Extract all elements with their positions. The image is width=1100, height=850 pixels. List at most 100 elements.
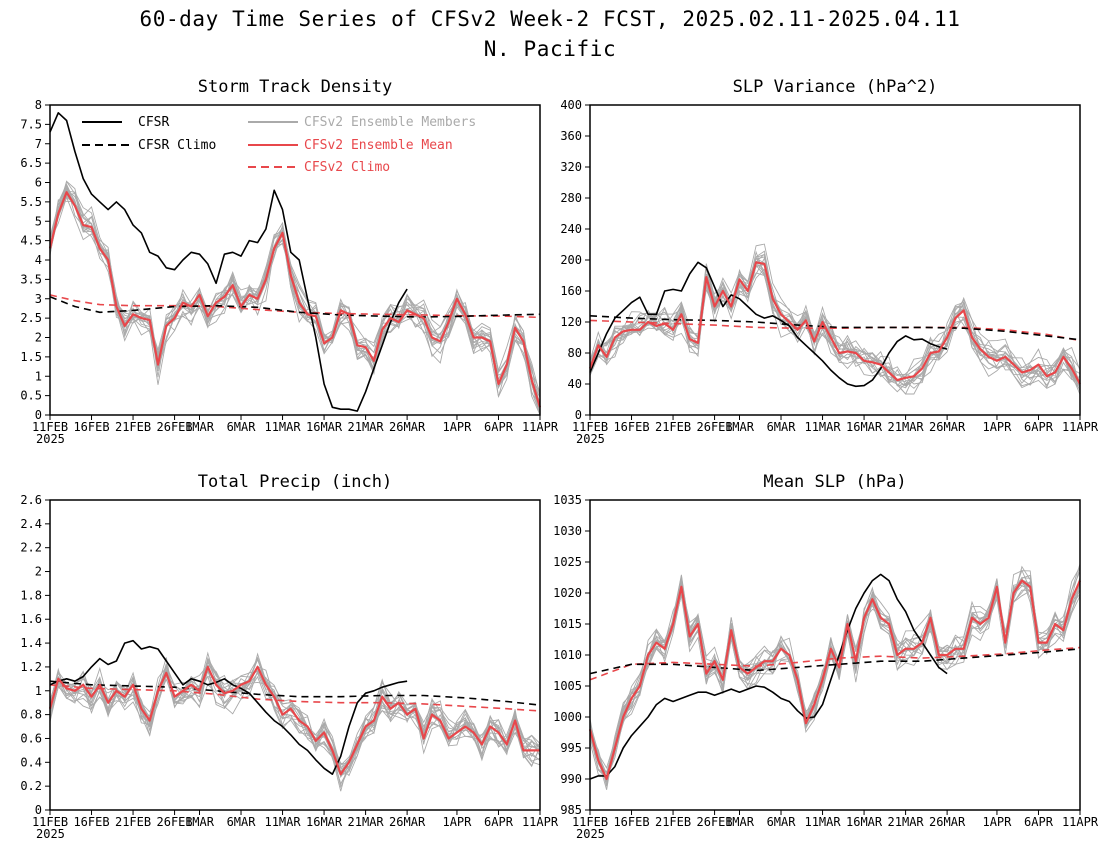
chart-panel-4: Mean SLP (hPa) 985 990 995 1000 1005 1010 1015 1… — [553, 472, 1099, 841]
x-tick-label: 26FEB — [157, 420, 193, 434]
y-tick-label: 8 — [35, 98, 42, 112]
y-tick-label: 1005 — [553, 679, 582, 693]
x-year-label: 2025 — [36, 827, 65, 841]
figure-title: 60-day Time Series of CFSv2 Week-2 FCST,… — [139, 7, 960, 31]
y-tick-label: 1.6 — [20, 612, 42, 626]
panel-title: Mean SLP (hPa) — [763, 472, 906, 492]
ensemble-member-line — [589, 263, 1081, 389]
y-tick-label: 1025 — [553, 555, 582, 569]
y-tick-label: 0.5 — [20, 389, 42, 403]
y-tick-label: 7 — [35, 137, 42, 151]
y-tick-label: 360 — [560, 129, 582, 143]
x-tick-label: 11FEB — [572, 815, 608, 829]
y-tick-label: 1.5 — [20, 350, 42, 364]
y-tick-label: 5 — [35, 214, 42, 228]
x-tick-label: 11FEB — [32, 815, 68, 829]
y-tick-label: 0.2 — [20, 779, 42, 793]
legend-cfsr-climo-label: CFSR Climo — [138, 138, 216, 153]
x-tick-label: 26MAR — [389, 420, 426, 434]
y-tick-label: 3 — [35, 292, 42, 306]
x-tick-label: 21FEB — [655, 420, 691, 434]
y-tick-label: 1015 — [553, 617, 582, 631]
chart-legend: CFSR CFSR Climo CFSv2 Ensemble Members C… — [82, 115, 476, 175]
y-tick-label: 80 — [568, 346, 582, 360]
x-tick-label: 6MAR — [767, 815, 797, 829]
y-tick-label: 320 — [560, 160, 582, 174]
x-tick-label: 16MAR — [846, 420, 883, 434]
plot-frame — [49, 499, 541, 811]
x-tick-label: 1MAR — [185, 420, 215, 434]
x-tick-label: 1APR — [982, 815, 1012, 829]
y-tick-label: 0 — [575, 408, 582, 422]
y-tick-label: 0 — [35, 408, 42, 422]
plot-frame — [589, 104, 1081, 416]
y-tick-label: 4 — [35, 253, 42, 267]
ensemble-members — [49, 651, 541, 792]
x-tick-label: 11APR — [1062, 420, 1099, 434]
ensemble-member-line — [589, 566, 1081, 776]
x-tick-label: 21MAR — [888, 815, 925, 829]
x-tick-label: 11APR — [522, 420, 559, 434]
x-tick-label: 6APR — [1024, 815, 1054, 829]
y-tick-label: 7.5 — [20, 117, 42, 131]
ensemble-member-line — [589, 574, 1081, 776]
x-tick-label: 11APR — [1062, 815, 1099, 829]
y-tick-label: 1.8 — [20, 588, 42, 602]
x-tick-label: 26MAR — [929, 815, 966, 829]
y-tick-label: 1035 — [553, 493, 582, 507]
y-tick-label: 0.8 — [20, 708, 42, 722]
x-tick-label: 6MAR — [227, 815, 257, 829]
series-line-cfsr — [589, 261, 948, 388]
x-tick-label: 6MAR — [767, 420, 797, 434]
x-tick-label: 1APR — [982, 420, 1012, 434]
y-tick-label: 0.6 — [20, 731, 42, 745]
y-tick-label: 2 — [35, 565, 42, 579]
x-tick-label: 6APR — [484, 815, 514, 829]
legend-cfsv2-climo-label: CFSv2 Climo — [304, 160, 390, 175]
ensemble-member-line — [589, 581, 1081, 781]
y-tick-label: 240 — [560, 222, 582, 236]
ensemble-member-line — [49, 659, 541, 778]
y-tick-label: 400 — [560, 98, 582, 112]
ensemble-members — [49, 180, 541, 416]
y-tick-label: 1030 — [553, 524, 582, 538]
ensemble-member-line — [589, 580, 1081, 780]
x-tick-label: 11MAR — [264, 815, 301, 829]
y-tick-label: 1.4 — [20, 636, 42, 650]
y-tick-label: 0 — [35, 803, 42, 817]
ensemble-member-line — [49, 657, 541, 792]
x-tick-label: 6APR — [1024, 420, 1054, 434]
ensemble-member-line — [589, 581, 1081, 779]
legend-mean-label: CFSv2 Ensemble Mean — [304, 138, 453, 153]
ensemble-member-line — [49, 660, 541, 777]
x-tick-label: 21MAR — [348, 815, 385, 829]
series-line-cfsv2-ensemble-mean — [48, 665, 540, 776]
series-line-cfsr-climo — [49, 296, 541, 318]
y-tick-label: 280 — [560, 191, 582, 205]
x-tick-label: 26MAR — [389, 815, 426, 829]
series-line-cfsr — [49, 639, 408, 776]
chart-panels: Storm Track Density 0 0.5 1 1.5 2 2.5 3 3.5 4 4.5 5… — [20, 77, 1099, 841]
ensemble-member-line — [589, 253, 1081, 389]
ensemble-member-line — [589, 575, 1081, 778]
x-tick-label: 1MAR — [185, 815, 215, 829]
x-tick-label: 26FEB — [697, 815, 733, 829]
ensemble-member-line — [49, 190, 541, 413]
chart-panel-2: SLP Variance (hPa^2) 0 40 80 120 160 200 240 280… — [560, 77, 1099, 446]
x-tick-label: 16MAR — [306, 815, 343, 829]
chart-panel-3: Total Precip (inch) 0 0.2 0.4 0.6 0.8 1 1.2 1.4 1… — [20, 472, 559, 841]
x-tick-label: 11MAR — [804, 420, 841, 434]
y-tick-label: 1 — [35, 684, 42, 698]
series-line-cfsv2-climo — [589, 646, 1081, 681]
ensemble-member-line — [589, 569, 1081, 784]
ensemble-member-line — [589, 583, 1081, 779]
y-tick-label: 2.5 — [20, 311, 42, 325]
x-tick-label: 26FEB — [697, 420, 733, 434]
panel-title: Total Precip (inch) — [198, 472, 392, 492]
x-tick-label: 21FEB — [655, 815, 691, 829]
ensemble-member-line — [589, 263, 1081, 389]
ensemble-member-line — [49, 195, 541, 392]
legend-cfsr-label: CFSR — [138, 115, 169, 130]
x-tick-label: 1MAR — [725, 815, 755, 829]
